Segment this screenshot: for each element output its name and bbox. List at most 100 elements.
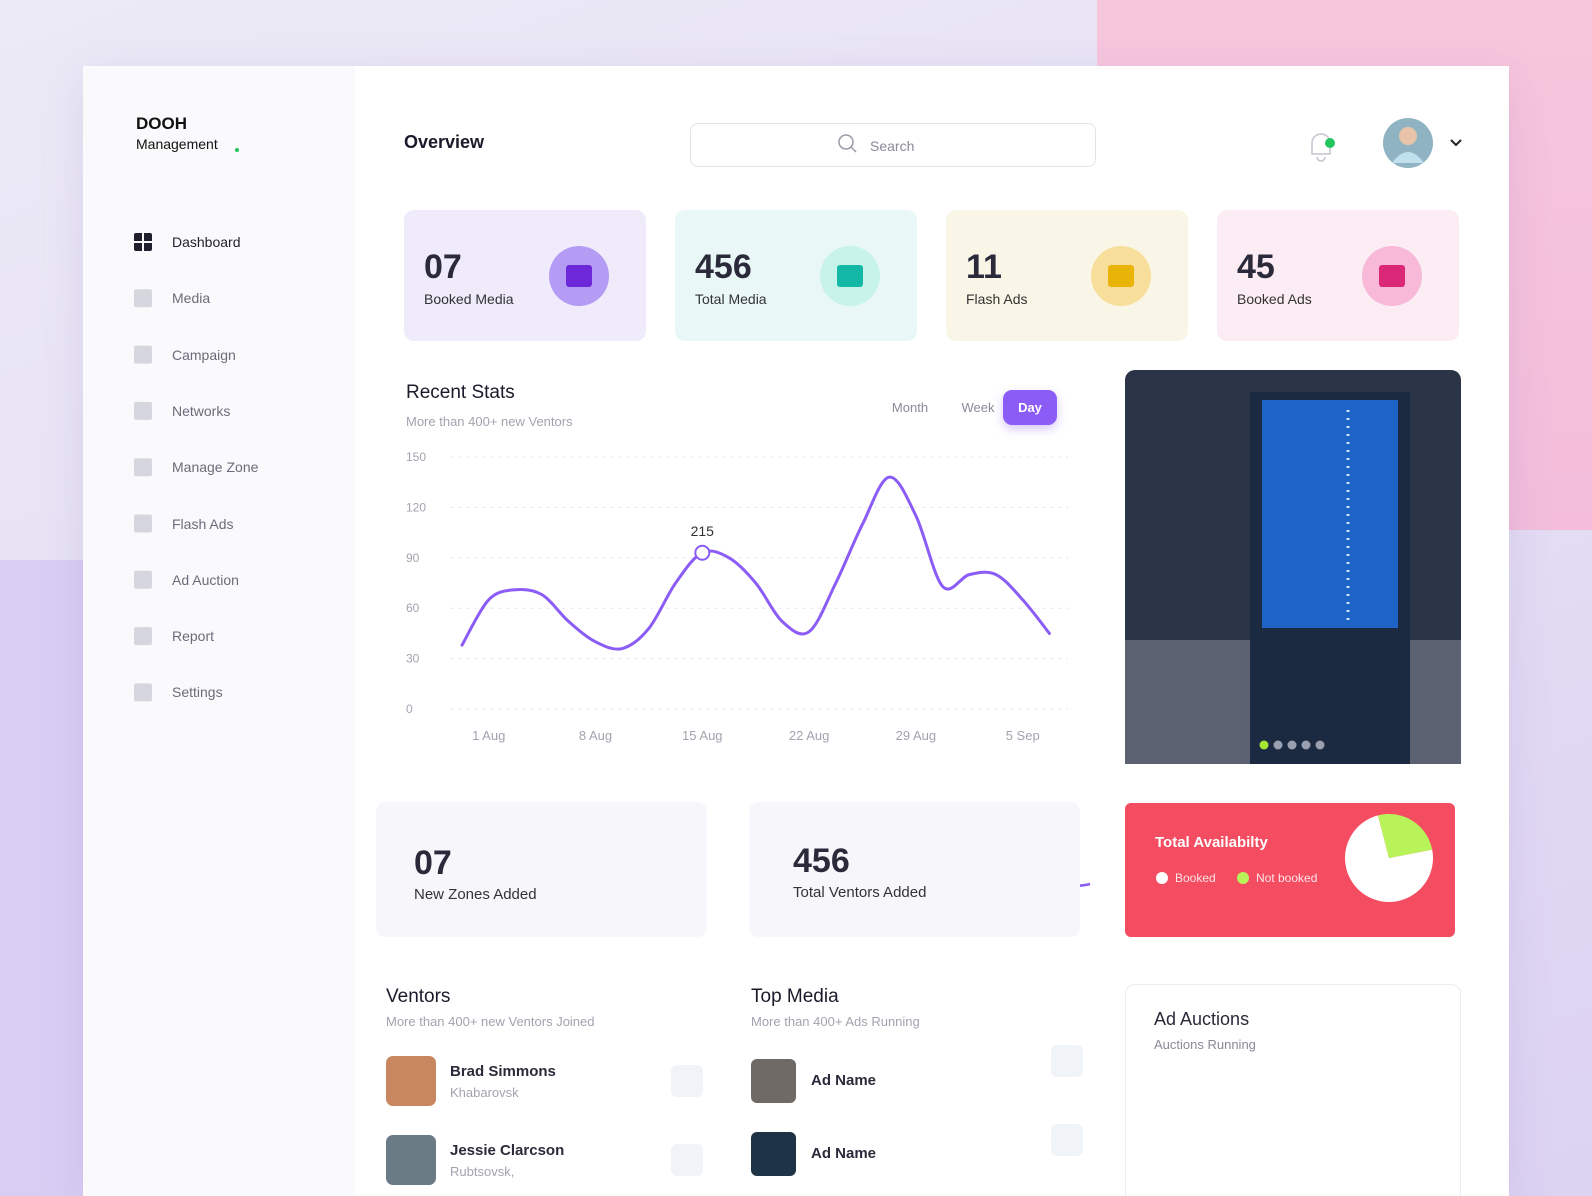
media-name: Ad Name	[811, 1145, 877, 1162]
y-tick-label: 30	[406, 652, 420, 666]
nav-item[interactable]: Networks	[125, 395, 325, 427]
mini-stat-label: Total Ventors Added	[793, 884, 927, 901]
auctions-title: Ad Auctions	[1154, 1009, 1250, 1029]
bell-badge	[1325, 138, 1335, 148]
nav-label: Dashboard	[172, 234, 241, 250]
annotation: 215	[691, 523, 715, 539]
nav-label: Settings	[172, 684, 223, 701]
search-box[interactable]: Search	[690, 123, 1096, 167]
nav-label: Manage Zone	[172, 459, 259, 476]
y-tick-label: 60	[406, 601, 420, 615]
range-toggle[interactable]: Month	[891, 400, 929, 415]
carousel-dot	[1301, 740, 1311, 750]
mini-stat-label: New Zones Added	[414, 886, 537, 903]
auctions-card	[1125, 984, 1461, 1196]
nav-item[interactable]: Flash Ads	[125, 508, 325, 540]
mini-stat-value: 456	[793, 842, 850, 880]
nav-icon	[134, 683, 152, 702]
search-placeholder: Search	[870, 138, 915, 154]
avatar-body	[1392, 152, 1424, 163]
section-title: Ventors	[386, 986, 451, 1007]
sidebar	[83, 66, 355, 1196]
range-toggle[interactable]: Day	[1003, 390, 1057, 425]
section-subtitle: More than 400+ Ads Running	[751, 1014, 920, 1029]
media-thumb	[751, 1132, 796, 1176]
avatar-face	[1399, 127, 1417, 145]
nav-icon	[134, 514, 152, 533]
stat-value: 11	[966, 248, 1002, 286]
x-tick-label: 22 Aug	[789, 728, 830, 743]
stat-label: Booked Media	[424, 291, 514, 307]
stat-value: 07	[424, 248, 462, 286]
pie-slice	[1377, 813, 1433, 858]
nav-item[interactable]: Ad Auction	[125, 564, 325, 596]
ventor-avatar	[386, 1056, 436, 1106]
carousel-dot	[1287, 740, 1297, 750]
nav-item[interactable]: Campaign	[125, 339, 325, 371]
section-subtitle: More than 400+ new Ventors Joined	[386, 1014, 595, 1029]
stat-icon	[837, 265, 863, 287]
y-tick-label: 120	[406, 500, 426, 514]
ventor-open-button[interactable]	[671, 1065, 703, 1097]
media-name: Ad Name	[811, 1072, 877, 1089]
mini-stat-value: 07	[414, 844, 452, 882]
point-marker	[694, 544, 711, 561]
nav-icon	[134, 627, 152, 646]
brand-dot	[235, 148, 239, 152]
auctions-subtitle: Auctions Running	[1154, 1037, 1256, 1052]
line-series	[460, 475, 1051, 651]
carousel-dot	[1259, 740, 1269, 750]
range-toggle[interactable]: Week	[961, 400, 995, 415]
y-tick-label: 0	[406, 702, 413, 716]
search-icon	[838, 134, 854, 150]
stat-value: 45	[1237, 248, 1275, 286]
legend-dot	[1237, 872, 1249, 884]
carousel-dot	[1315, 740, 1325, 750]
nav-item[interactable]: Settings	[125, 676, 325, 708]
stat-value: 456	[695, 248, 752, 286]
stat-icon	[566, 265, 592, 287]
x-tick-label: 1 Aug	[472, 728, 505, 743]
bell-icon	[1311, 133, 1331, 162]
ventor-name: Brad Simmons	[450, 1063, 556, 1080]
media-image-screen	[1262, 400, 1398, 628]
brand-tagline: Management	[136, 136, 218, 152]
carousel-dot	[1273, 740, 1283, 750]
nav-item[interactable]: Report	[125, 620, 325, 652]
ventor-location: Khabarovsk	[450, 1085, 519, 1100]
pie-slice	[1345, 815, 1433, 903]
legend-label: Booked	[1175, 871, 1216, 885]
y-tick-label: 150	[406, 450, 426, 464]
x-tick-label: 5 Sep	[1006, 728, 1040, 743]
media-open-button[interactable]	[1051, 1124, 1083, 1156]
stat-icon	[1379, 265, 1405, 287]
stat-label: Booked Ads	[1237, 291, 1312, 307]
page-title: Overview	[404, 132, 485, 152]
section-title: Top Media	[751, 986, 839, 1007]
nav-label: Networks	[172, 402, 231, 419]
nav-icon	[134, 570, 152, 589]
ventor-location: Rubtsovsk,	[450, 1164, 515, 1179]
stat-icon	[1108, 265, 1134, 287]
nav-item[interactable]: Dashboard	[125, 226, 325, 258]
x-tick-label: 15 Aug	[682, 728, 723, 743]
x-tick-label: 8 Aug	[579, 728, 612, 743]
nav-label: Media	[172, 290, 211, 307]
ventor-open-button[interactable]	[671, 1144, 703, 1176]
nav-icon	[134, 401, 152, 420]
x-tick-label: 29 Aug	[896, 728, 937, 743]
nav-icon	[134, 458, 152, 477]
chart-title: Recent Stats	[406, 382, 515, 403]
chevron	[1450, 139, 1462, 147]
mini-stat-card: 456 Total Ventors Added	[749, 802, 1080, 937]
stat-label: Flash Ads	[966, 291, 1028, 307]
chart-subtitle: More than 400+ new Ventors	[406, 414, 573, 429]
legend-label: Not booked	[1256, 871, 1317, 885]
y-tick-label: 90	[406, 551, 420, 565]
media-open-button[interactable]	[1051, 1045, 1083, 1077]
nav-item[interactable]: Media	[125, 282, 325, 314]
nav-item[interactable]: Manage Zone	[125, 451, 325, 483]
media-thumb	[751, 1059, 796, 1103]
ventor-avatar	[386, 1135, 436, 1185]
